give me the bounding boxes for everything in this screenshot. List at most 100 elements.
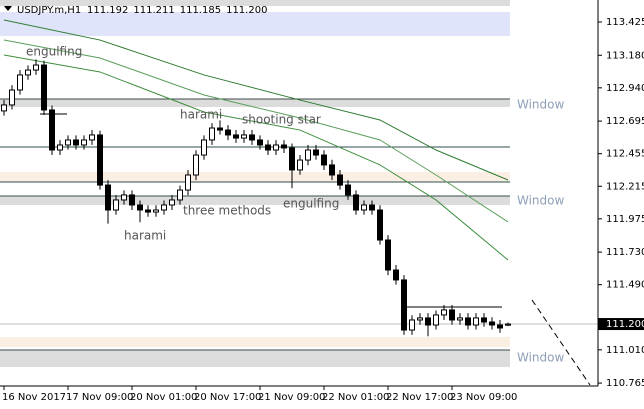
candle-body [433,314,439,326]
header-value: 111.185 [180,5,221,16]
y-tick-label: 111.010 [606,345,644,356]
x-tick-label: 22 Nov 17:00 [386,392,453,403]
candle-body [329,164,335,176]
candle-body [201,139,207,156]
y-tick-label: 110.765 [606,378,644,389]
candle-body [241,134,247,139]
y-tick-label: 111.975 [606,214,644,225]
current-price-box [598,318,644,331]
candle-body [161,204,167,211]
candle-body [441,309,447,316]
x-tick-label: 23 Nov 09:00 [450,392,517,403]
candle-body [177,189,183,201]
moving-average [3,19,509,181]
zone [0,349,510,367]
candle-body [97,134,103,186]
header-value: 111.200 [226,5,267,16]
candle-body [305,149,311,161]
candle-body [145,209,151,213]
candle-body [17,74,23,91]
candle-body [233,134,239,139]
candle-body [465,317,471,326]
candle-body [489,321,495,326]
candle-body [41,64,47,111]
symbol-icon [4,6,12,11]
header-value: 111.192 [87,5,128,16]
x-tick-label: 20 Nov 01:00 [130,392,197,403]
candle-body [73,139,79,146]
candle-body [473,317,479,326]
x-tick-label: 21 Nov 09:00 [258,392,325,403]
moving-average [3,54,509,261]
candle-body [185,174,191,191]
candle-body [449,309,455,321]
candle-body [289,147,295,171]
candle-body [273,144,279,151]
y-tick-label: 113.180 [606,50,644,61]
candle-body [369,204,375,211]
zone [0,0,510,6]
candle-body [505,323,511,326]
candle-body [481,317,487,323]
zone [0,172,510,183]
candle-body [401,279,407,331]
zone [0,98,510,107]
candle-body [353,194,359,211]
zone [0,11,510,36]
candle-body [457,317,463,321]
candle-body [225,129,231,136]
x-tick-label: 20 Nov 17:00 [194,392,261,403]
candle-body [9,89,15,106]
candle-body [153,209,159,213]
candle-body [249,134,255,141]
x-tick-label: 16 Nov 2017 [2,392,66,403]
candle-body [113,199,119,211]
projection-line [531,299,591,386]
candle-body [417,317,423,321]
candle-body [425,317,431,326]
zone [0,336,510,347]
candle-body [313,149,319,156]
candle-body [49,109,55,151]
candle-body [193,154,199,176]
candle-body [321,154,327,166]
candle-body [281,144,287,149]
y-tick-label: 111.730 [606,247,644,258]
y-tick-label: 112.215 [606,181,644,192]
candle-body [89,134,95,141]
candle-body [137,204,143,211]
pattern-label: engulfing [26,45,82,59]
candle-body [65,139,71,146]
y-tick-label: 111.490 [606,280,644,291]
candle-body [361,204,367,211]
candle-body [169,199,175,206]
y-tick-label: 112.695 [606,116,644,127]
y-tick-label: 112.940 [606,83,644,94]
pattern-label: three methods [183,204,271,218]
x-tick-label: 22 Nov 01:00 [322,392,389,403]
background-layer [0,0,598,367]
candle-body [377,209,383,241]
moving-average [3,39,509,223]
candle-body [33,64,39,71]
candle-body [393,269,399,281]
candle-body [129,194,135,206]
y-tick-label: 112.455 [606,149,644,160]
pattern-label: harami [180,108,222,122]
chart-title: USDJPY.m,H1 [17,5,81,16]
candle-body [297,159,303,171]
candle-body [105,184,111,211]
candle-body [345,184,351,196]
zone [0,196,510,205]
candle-body [385,239,391,271]
candle-body [257,139,263,146]
current-price-label: 111.200 [606,319,644,330]
candle-body [81,139,87,146]
header-value: 111.211 [133,5,174,16]
candle-body [409,319,415,331]
window-label: Window [517,98,565,112]
candle-body [25,69,31,76]
window-label: Window [517,351,565,365]
pattern-label: engulfing [283,197,339,211]
y-tick-label: 113.425 [606,17,644,28]
